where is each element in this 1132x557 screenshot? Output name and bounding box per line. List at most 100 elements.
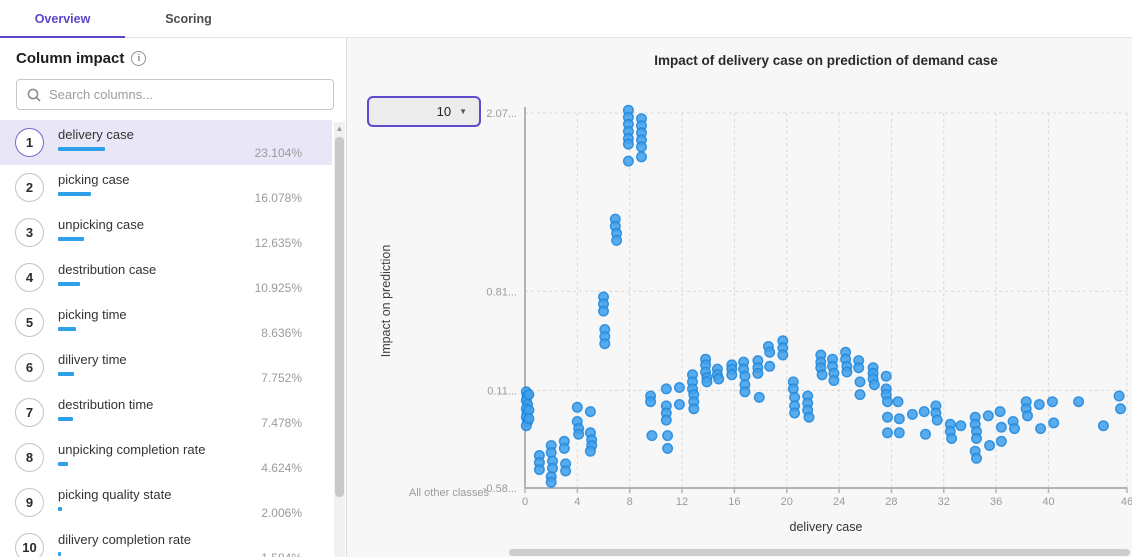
data-point[interactable] <box>920 428 932 440</box>
data-point[interactable] <box>854 389 866 401</box>
column-impact-item[interactable]: 3 unpicking case 12.635% <box>0 210 332 255</box>
data-point[interactable] <box>982 410 994 422</box>
data-point[interactable] <box>584 445 596 457</box>
data-point[interactable] <box>906 408 918 420</box>
data-point[interactable] <box>636 141 648 153</box>
data-point[interactable] <box>955 420 967 432</box>
column-impact-item[interactable]: 4 destribution case 10.925% <box>0 255 332 300</box>
column-impact-item[interactable]: 2 picking case 16.078% <box>0 165 332 210</box>
data-point[interactable] <box>688 403 700 415</box>
data-point[interactable] <box>789 407 801 419</box>
impact-percent: 4.624% <box>261 461 302 475</box>
data-point[interactable] <box>946 433 958 445</box>
data-point[interactable] <box>1046 396 1058 408</box>
data-point[interactable] <box>764 360 776 372</box>
data-point[interactable] <box>752 367 764 379</box>
data-point[interactable] <box>523 413 535 425</box>
data-point[interactable] <box>931 414 943 426</box>
data-point[interactable] <box>994 406 1006 418</box>
column-impact-item[interactable]: 6 dilivery time 7.752% <box>0 345 332 390</box>
data-point[interactable] <box>636 151 648 163</box>
tab-overview-label: Overview <box>34 12 91 26</box>
data-point[interactable] <box>868 379 880 391</box>
data-point[interactable] <box>1022 410 1034 422</box>
data-point[interactable] <box>726 369 738 381</box>
data-point[interactable] <box>1035 423 1047 435</box>
scatter-points[interactable] <box>520 104 1127 488</box>
data-point[interactable] <box>1048 417 1060 429</box>
data-point[interactable] <box>984 440 996 452</box>
svg-text:16: 16 <box>728 496 740 508</box>
data-point[interactable] <box>597 305 609 317</box>
data-point[interactable] <box>533 464 545 476</box>
bins-dropdown[interactable]: 10 ▼ <box>367 96 481 127</box>
data-point[interactable] <box>646 430 658 442</box>
tab-overview[interactable]: Overview <box>0 0 125 39</box>
data-point[interactable] <box>995 435 1007 447</box>
data-point[interactable] <box>701 376 713 388</box>
data-point[interactable] <box>558 442 570 454</box>
data-point[interactable] <box>662 442 674 454</box>
data-point[interactable] <box>828 375 840 387</box>
data-point[interactable] <box>882 427 894 439</box>
data-point[interactable] <box>584 406 596 418</box>
tab-scoring[interactable]: Scoring <box>125 0 252 38</box>
data-point[interactable] <box>660 414 672 426</box>
column-impact-item[interactable]: 7 destribution time 7.478% <box>0 390 332 435</box>
data-point[interactable] <box>893 413 905 425</box>
data-point[interactable] <box>803 411 815 423</box>
sidebar-scrollbar-thumb[interactable] <box>335 137 344 497</box>
scrollbar-up-arrow-icon[interactable]: ▲ <box>335 124 344 133</box>
data-point[interactable] <box>1113 390 1125 402</box>
data-point[interactable] <box>777 349 789 361</box>
data-point[interactable] <box>854 376 866 388</box>
sidebar-scrollbar[interactable]: ▲ <box>334 122 345 557</box>
column-impact-item[interactable]: 10 dilivery completion rate 1.584% <box>0 525 332 557</box>
column-impact-item[interactable]: 9 picking quality state 2.006% <box>0 480 332 525</box>
horizontal-scrollbar[interactable] <box>509 549 1130 556</box>
data-point[interactable] <box>1115 403 1127 415</box>
data-point[interactable] <box>1097 420 1109 432</box>
column-impact-item[interactable]: 5 picking time 8.636% <box>0 300 332 345</box>
data-point[interactable] <box>1009 423 1021 435</box>
data-point[interactable] <box>882 396 894 408</box>
data-point[interactable] <box>1073 396 1085 408</box>
data-point[interactable] <box>523 389 535 401</box>
data-point[interactable] <box>673 399 685 411</box>
data-point[interactable] <box>1033 399 1045 411</box>
data-point[interactable] <box>713 373 725 385</box>
data-point[interactable] <box>753 391 765 403</box>
column-impact-item[interactable]: 8 unpicking completion rate 4.624% <box>0 435 332 480</box>
data-point[interactable] <box>893 427 905 439</box>
data-point[interactable] <box>611 234 623 246</box>
data-point[interactable] <box>545 476 557 488</box>
data-point[interactable] <box>662 430 674 442</box>
data-point[interactable] <box>739 386 751 398</box>
data-point[interactable] <box>573 428 585 440</box>
impact-percent: 16.078% <box>254 191 302 205</box>
data-point[interactable] <box>918 406 930 418</box>
data-point[interactable] <box>882 411 894 423</box>
data-point[interactable] <box>673 382 685 394</box>
data-point[interactable] <box>841 366 853 378</box>
data-point[interactable] <box>853 362 865 374</box>
data-point[interactable] <box>971 452 983 464</box>
data-point[interactable] <box>660 383 672 395</box>
data-point[interactable] <box>571 401 583 413</box>
data-point[interactable] <box>892 396 904 408</box>
data-point[interactable] <box>599 338 611 350</box>
column-impact-item[interactable]: 1 delivery case 23.104% <box>0 120 332 165</box>
data-point[interactable] <box>645 396 657 408</box>
data-point[interactable] <box>971 433 983 445</box>
data-point[interactable] <box>622 155 634 167</box>
data-point[interactable] <box>622 138 634 150</box>
data-point[interactable] <box>816 369 828 381</box>
data-point[interactable] <box>995 421 1007 433</box>
data-point[interactable] <box>764 346 776 358</box>
data-point[interactable] <box>880 370 892 382</box>
scatter-plot[interactable]: 2.07... 0.81... 0.11... -0.58... 0 4 8 12 16 20 24… <box>347 38 1132 557</box>
search-columns-input[interactable] <box>49 87 323 102</box>
svg-text:32: 32 <box>938 496 950 508</box>
data-point[interactable] <box>560 465 572 477</box>
info-icon[interactable]: i <box>131 51 147 66</box>
